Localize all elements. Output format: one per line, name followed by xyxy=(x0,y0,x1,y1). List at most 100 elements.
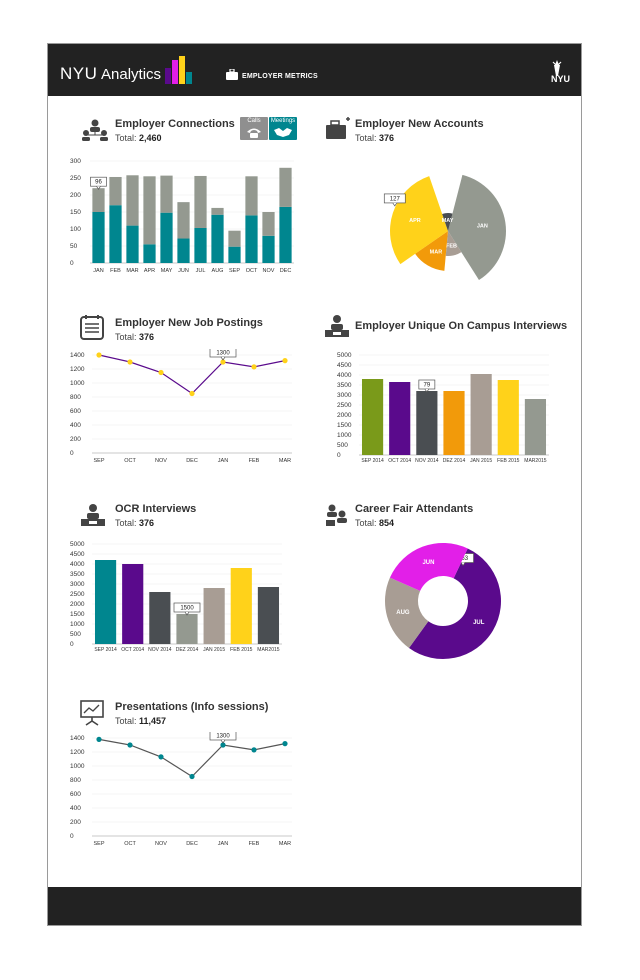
bar-meetings xyxy=(160,212,173,263)
panel-total: Total: 11,457 xyxy=(115,716,166,726)
data-callout: 96 xyxy=(90,176,107,190)
app-header: NYU Analytics EMPLOYER METRICS NYU xyxy=(48,44,581,96)
panel-total: Total: 854 xyxy=(355,518,394,528)
y-tick-label: 600 xyxy=(70,408,81,415)
newspaper-icon xyxy=(80,315,104,340)
callout-pointer xyxy=(392,202,398,207)
y-tick-label: 1200 xyxy=(70,366,85,373)
y-tick-label: 1000 xyxy=(70,621,85,628)
bar-calls xyxy=(177,202,190,239)
y-tick-label: 300 xyxy=(70,158,81,165)
x-tick-label: SEP xyxy=(93,458,104,464)
x-tick-label: JUL xyxy=(196,268,206,274)
callout-label: 1300 xyxy=(216,734,230,740)
people-group-icon xyxy=(326,504,347,526)
bar-calls xyxy=(143,176,156,245)
x-tick-label: JAN 2015 xyxy=(203,647,225,653)
panel-title: OCR Interviews xyxy=(115,503,197,515)
bar-meetings xyxy=(228,246,241,263)
y-tick-label: 5000 xyxy=(337,352,352,359)
total-label: Total: xyxy=(115,133,137,143)
y-tick-label: 500 xyxy=(337,442,348,449)
bar-calls xyxy=(279,167,292,207)
bar-meetings xyxy=(245,215,258,263)
people-network-icon xyxy=(82,119,108,141)
x-tick-label: SEP xyxy=(229,268,240,274)
callout-pointer xyxy=(460,562,466,567)
y-tick-label: 3500 xyxy=(70,571,85,578)
toggle-meetings-button[interactable]: Meetings xyxy=(269,117,297,140)
interview-desk-icon xyxy=(81,504,105,526)
y-tick-label: 0 xyxy=(70,260,74,267)
y-tick-label: 1000 xyxy=(337,432,352,439)
callout-label: 1500 xyxy=(180,606,194,612)
bar-calls xyxy=(160,175,173,213)
pie-slice xyxy=(442,213,453,231)
y-tick-label: 800 xyxy=(70,394,81,401)
bar xyxy=(257,587,280,644)
donut-slice xyxy=(389,543,468,591)
data-point xyxy=(282,358,288,364)
slice-label: MAY xyxy=(442,218,454,224)
briefcase-icon xyxy=(226,69,238,80)
y-tick-label: 1000 xyxy=(70,763,85,770)
pie-slice xyxy=(415,231,448,271)
x-tick-label: DEC xyxy=(186,841,198,847)
chart-employer-job-postings: 0 200 400 600 800 1000 1200 1400 SEP OCT NOV DEC JAN… xyxy=(70,349,292,464)
x-tick-label: FEB xyxy=(249,841,260,847)
y-tick-label: 500 xyxy=(70,631,81,638)
bar-meetings xyxy=(92,212,105,263)
y-tick-label: 1400 xyxy=(70,735,85,742)
x-tick-label: SEP 2014 xyxy=(361,458,384,464)
panel-employer-connections: Employer Connections Total: 2,460 Calls … xyxy=(48,96,308,296)
bar xyxy=(470,374,492,455)
x-tick-label: FEB xyxy=(249,458,260,464)
slice-label: APR xyxy=(409,218,421,224)
callout-label: 563 xyxy=(458,556,469,562)
x-tick-label: JAN 2015 xyxy=(470,458,492,464)
y-tick-label: 100 xyxy=(70,226,81,233)
data-point xyxy=(282,741,288,747)
bar xyxy=(176,614,198,644)
total-label: Total: xyxy=(115,518,137,528)
total-value: 376 xyxy=(379,133,395,143)
slice-label: FEB xyxy=(446,244,457,250)
y-tick-label: 3000 xyxy=(337,392,352,399)
chart-employer-connections: 0 50 100 150 200 250 300 JAN 96 FEB MAR APR MAY JUN JU… xyxy=(70,158,294,274)
data-point xyxy=(96,352,102,358)
y-tick-label: 1000 xyxy=(70,380,85,387)
data-point xyxy=(251,747,257,753)
bar xyxy=(389,382,411,455)
x-tick-label: MAY xyxy=(161,268,173,274)
y-tick-label: 200 xyxy=(70,436,81,443)
nyu-torch-icon xyxy=(552,60,562,76)
data-point xyxy=(189,390,195,397)
section-label[interactable]: EMPLOYER METRICS xyxy=(242,73,318,80)
y-tick-label: 0 xyxy=(337,452,341,459)
series-line xyxy=(98,354,286,395)
panel-presentations: Presentations (Info sessions) Total: 11,… xyxy=(48,676,308,886)
bar-meetings xyxy=(279,206,292,263)
data-callout: 79 xyxy=(418,379,436,393)
x-tick-label: DEC xyxy=(280,268,292,274)
callout-pointer xyxy=(220,356,226,361)
chart-presentations: 0 200 400 600 800 1000 1200 1400 SEP OCT NOV DEC JAN… xyxy=(70,732,292,847)
bar-calls xyxy=(228,230,241,247)
bar-meetings xyxy=(194,227,207,263)
chart-ocr-interviews: 0 500 1000 1500 2000 2500 3000 3500 4000 4500 5000… xyxy=(70,541,282,653)
y-tick-label: 1500 xyxy=(337,422,352,429)
y-tick-label: 3500 xyxy=(337,382,352,389)
bar xyxy=(230,568,252,644)
bar xyxy=(443,391,465,455)
slice-label: JUN xyxy=(422,560,434,566)
total-value: 854 xyxy=(379,518,395,528)
toggle-meetings-label: Meetings xyxy=(270,118,296,124)
data-callout: 1500 xyxy=(173,602,201,616)
y-tick-label: 150 xyxy=(70,209,81,216)
callout-label: 127 xyxy=(390,196,401,202)
bar xyxy=(122,564,144,644)
panel-ocr-interviews: OCR Interviews Total: 376 0 500 1000 1500 20… xyxy=(48,486,308,676)
slice-label: AUG xyxy=(396,610,410,616)
toggle-calls-button[interactable]: Calls xyxy=(240,117,268,140)
